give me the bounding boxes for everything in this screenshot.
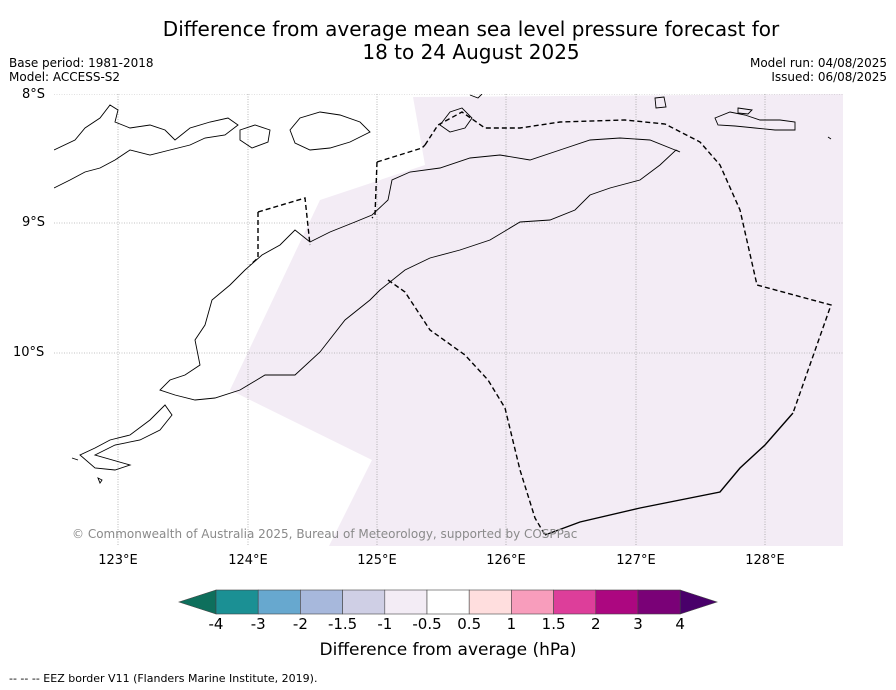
colorbar-tick-label: -1.5 — [327, 615, 358, 633]
coastline-islet-5 — [714, 111, 796, 131]
coastline-islet-3 — [469, 94, 483, 99]
gridlines — [54, 94, 843, 546]
coastline-islet-7 — [827, 136, 832, 140]
colorbar-tick-label: 2 — [591, 615, 601, 633]
meta-right: Model run: 04/08/2025 Issued: 06/08/2025 — [750, 56, 887, 84]
lon-label-123e: 123°E — [98, 553, 138, 568]
colorbar-label: Difference from average (hPa) — [319, 640, 577, 660]
coastline-islet-1 — [239, 124, 271, 149]
lon-label-127e: 127°E — [616, 553, 656, 568]
lon-label-126e: 126°E — [486, 553, 526, 568]
lon-label-128e: 128°E — [745, 553, 785, 568]
colorbar-swatch — [511, 589, 554, 615]
lon-label-124e: 124°E — [228, 553, 268, 568]
colorbar-swatch — [637, 589, 681, 615]
meta-left: Base period: 1981-2018 Model: ACCESS-S2 — [9, 56, 154, 84]
colorbar-tick-label: -3 — [250, 615, 266, 633]
colorbar-swatch — [468, 589, 512, 615]
colorbar-tick-label: 1.5 — [541, 615, 566, 633]
colorbar-under-arrow — [178, 589, 217, 615]
title-line-1: Difference from average mean sea level p… — [162, 17, 780, 41]
colorbar-swatch — [257, 589, 301, 615]
title-line-2: 18 to 24 August 2025 — [362, 40, 580, 64]
lat-label-9s: 9°S — [22, 215, 46, 230]
colorbar-tick-label: 3 — [633, 615, 643, 633]
colorbar-swatch — [426, 589, 470, 615]
copyright-text: © Commonwealth of Australia 2025, Bureau… — [72, 527, 578, 541]
coastlines — [54, 94, 832, 484]
coastline-wetar — [439, 107, 473, 133]
colorbar-swatch — [300, 589, 343, 615]
colorbar-tick-label: -2 — [292, 615, 308, 633]
eez-border-mid — [376, 144, 426, 163]
eez-border-oecusse — [257, 197, 311, 246]
coastline-islet-9 — [97, 477, 103, 484]
colorbar-swatch — [342, 589, 386, 615]
base-period-text: Base period: 1981-2018 — [9, 56, 154, 70]
colorbar-tick-label: 0.5 — [457, 615, 482, 633]
colorbar-swatch — [215, 589, 259, 615]
model-run-text: Model run: 04/08/2025 — [749, 56, 887, 70]
eez-border-southeast — [544, 412, 794, 536]
issued-text: Issued: 06/08/2025 — [771, 70, 887, 84]
lon-label-125e: 125°E — [357, 553, 397, 568]
colorbar-tick-label: 4 — [675, 615, 685, 633]
chart-title: Difference from average mean sea level p… — [0, 18, 896, 64]
coastline-islet-2 — [289, 111, 371, 151]
eez-borders — [249, 111, 832, 536]
colorbar-swatch — [384, 589, 428, 615]
colorbar-tick-label: -1 — [377, 615, 393, 633]
colorbar-over-arrow — [679, 589, 718, 615]
coastline-timor — [159, 137, 681, 401]
lat-label-10s: 10°S — [13, 345, 45, 360]
colorbar-tick-label: -0.5 — [412, 615, 442, 633]
colorbar-swatch — [595, 589, 639, 615]
colorbar-swatch — [553, 589, 597, 615]
coastline-flores — [54, 104, 239, 189]
eez-border-south — [387, 279, 546, 536]
anomaly-shading — [230, 94, 843, 546]
colorbar-tick-label: 1 — [506, 615, 517, 633]
coastline-islet-6 — [737, 107, 753, 115]
coastline-rote — [79, 404, 173, 471]
model-text: Model: ACCESS-S2 — [9, 70, 121, 84]
coastline-islet-4 — [654, 96, 667, 109]
colorbar-tick-label: -4 — [208, 615, 224, 633]
eez-border-north — [424, 111, 832, 414]
source-note: -- -- -- EEZ border V11 (Flanders Marine… — [9, 672, 318, 685]
eez-border-mid-2 — [371, 161, 378, 219]
coastline-islet-8 — [71, 457, 79, 461]
lat-label-8s: 8°S — [22, 87, 46, 102]
